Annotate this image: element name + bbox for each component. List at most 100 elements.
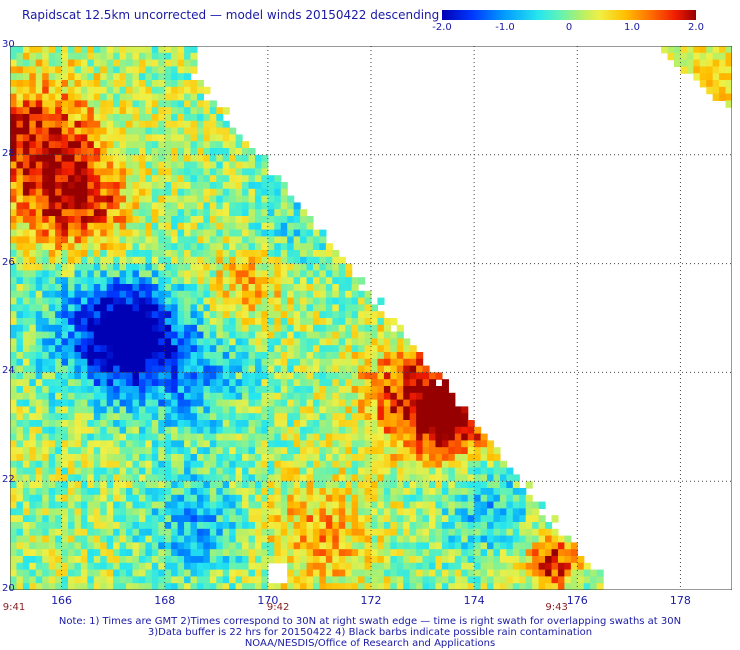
- heatmap-cell: [267, 406, 275, 414]
- heatmap-cell: [396, 447, 404, 455]
- heatmap-cell: [10, 467, 18, 475]
- heatmap-cell: [377, 474, 385, 482]
- heatmap-cell: [106, 481, 114, 489]
- heatmap-cell: [216, 168, 224, 176]
- heatmap-cell: [16, 488, 24, 496]
- heatmap-cell: [74, 379, 82, 387]
- heatmap-cell: [229, 406, 237, 414]
- heatmap-cell: [119, 243, 127, 251]
- heatmap-cell: [209, 433, 217, 441]
- heatmap-cell: [525, 549, 533, 557]
- heatmap-cell: [300, 311, 308, 319]
- heatmap-cell: [300, 576, 308, 584]
- heatmap-cell: [164, 277, 172, 285]
- heatmap-cell: [48, 420, 56, 428]
- heatmap-cell: [338, 488, 346, 496]
- heatmap-cell: [177, 277, 185, 285]
- heatmap-cell: [235, 290, 243, 299]
- heatmap-cell: [184, 297, 192, 305]
- heatmap-cell: [35, 454, 43, 462]
- heatmap-cell: [113, 304, 121, 312]
- heatmap-cell: [29, 243, 37, 251]
- heatmap-cell: [196, 379, 204, 387]
- heatmap-cell: [171, 372, 179, 380]
- heatmap-cell: [267, 372, 275, 380]
- heatmap-cell: [106, 460, 114, 469]
- heatmap-cell: [512, 549, 520, 557]
- heatmap-cell: [203, 467, 211, 475]
- heatmap-cell: [68, 311, 76, 319]
- heatmap-cell: [499, 542, 507, 550]
- heatmap-cell: [287, 433, 295, 441]
- heatmap-cell: [364, 515, 372, 523]
- heatmap-cell: [10, 406, 18, 414]
- heatmap-cell: [390, 562, 398, 571]
- heatmap-cell: [235, 413, 243, 421]
- heatmap-cell: [319, 365, 327, 373]
- heatmap-cell: [80, 386, 88, 394]
- heatmap-cell: [106, 433, 114, 441]
- heatmap-cell: [48, 386, 56, 394]
- heatmap-cell: [242, 420, 250, 428]
- heatmap-cell: [409, 522, 417, 530]
- heatmap-cell: [545, 562, 553, 571]
- heatmap-cell: [364, 413, 372, 421]
- heatmap-cell: [267, 284, 275, 292]
- heatmap-cell: [306, 311, 314, 319]
- heatmap-cell: [325, 576, 333, 584]
- heatmap-cell: [55, 399, 63, 407]
- heatmap-cell: [280, 195, 288, 203]
- heatmap-cell: [229, 195, 237, 203]
- heatmap-cell: [100, 420, 108, 428]
- heatmap-cell: [396, 501, 404, 509]
- heatmap-cell: [435, 440, 443, 448]
- heatmap-cell: [171, 250, 179, 258]
- heatmap-cell: [319, 284, 327, 292]
- heatmap-cell: [454, 433, 462, 441]
- heatmap-cell: [106, 372, 114, 380]
- heatmap-cell: [145, 413, 153, 421]
- heatmap-cell: [171, 100, 179, 108]
- heatmap-cell: [300, 488, 308, 496]
- heatmap-cell: [22, 114, 30, 122]
- heatmap-cell: [261, 440, 269, 448]
- heatmap-cell: [196, 229, 204, 237]
- heatmap-cell: [325, 481, 333, 489]
- heatmap-cell: [448, 535, 456, 543]
- heatmap-cell: [29, 515, 37, 523]
- heatmap-cell: [138, 549, 146, 557]
- heatmap-cell: [429, 508, 437, 516]
- heatmap-cell: [80, 556, 88, 564]
- heatmap-cell: [377, 440, 385, 448]
- heatmap-cell: [422, 399, 430, 407]
- heatmap-cell: [55, 222, 63, 231]
- heatmap-cell: [577, 562, 585, 571]
- heatmap-cell: [138, 528, 146, 537]
- heatmap-cell: [467, 542, 475, 550]
- heatmap-cell: [196, 433, 204, 441]
- heatmap-cell: [10, 93, 18, 101]
- heatmap-cell: [106, 284, 114, 292]
- heatmap-cell: [209, 365, 217, 373]
- heatmap-cell: [396, 488, 404, 496]
- heatmap-cell: [719, 73, 727, 81]
- heatmap-cell: [113, 182, 121, 190]
- heatmap-cell: [100, 454, 108, 462]
- heatmap-cell: [351, 583, 359, 590]
- heatmap-cell: [209, 467, 217, 475]
- heatmap-cell: [164, 406, 172, 414]
- heatmap-cell: [409, 528, 417, 537]
- heatmap-cell: [364, 358, 372, 367]
- heatmap-cell: [312, 229, 321, 237]
- heatmap-cell: [209, 195, 217, 203]
- heatmap-cell: [22, 481, 30, 489]
- heatmap-cell: [74, 59, 82, 67]
- heatmap-cell: [319, 229, 327, 237]
- heatmap-cell: [448, 556, 456, 564]
- heatmap-cell: [325, 372, 333, 380]
- heatmap-cell: [106, 508, 114, 516]
- heatmap-cell: [106, 501, 114, 509]
- heatmap-cell: [416, 454, 424, 462]
- heatmap-cell: [390, 515, 398, 523]
- heatmap-cell: [113, 148, 121, 156]
